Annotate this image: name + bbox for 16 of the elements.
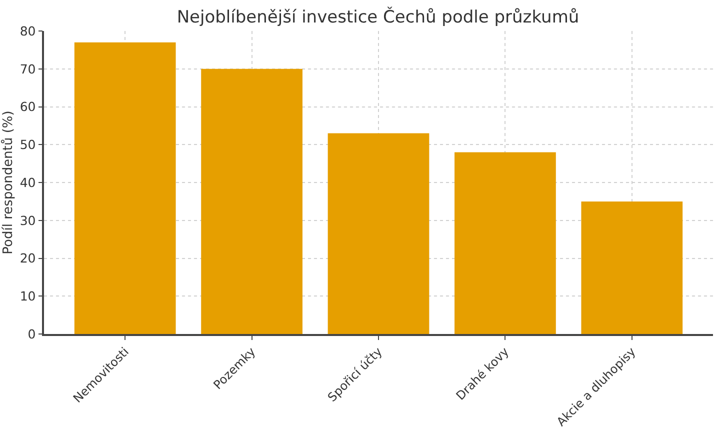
y-tick-label: 50 xyxy=(20,137,36,152)
bar xyxy=(328,133,430,334)
y-tick-label: 20 xyxy=(20,250,36,266)
bar xyxy=(581,201,683,334)
bar xyxy=(454,152,556,334)
y-tick-label: 30 xyxy=(20,212,36,228)
y-tick-label: 60 xyxy=(20,99,36,114)
y-tick-label: 70 xyxy=(20,61,36,76)
bar xyxy=(201,68,302,334)
y-tick-label: 40 xyxy=(20,174,36,190)
y-tick-label: 0 xyxy=(28,326,36,342)
y-axis-title: Podíl respondentů (%) xyxy=(0,110,16,254)
bar xyxy=(74,42,176,334)
y-tick-label: 80 xyxy=(20,23,36,38)
y-tick-label: 10 xyxy=(20,288,36,304)
chart-title: Nejoblíbenější investice Čechů podle průzkumů xyxy=(176,6,580,28)
